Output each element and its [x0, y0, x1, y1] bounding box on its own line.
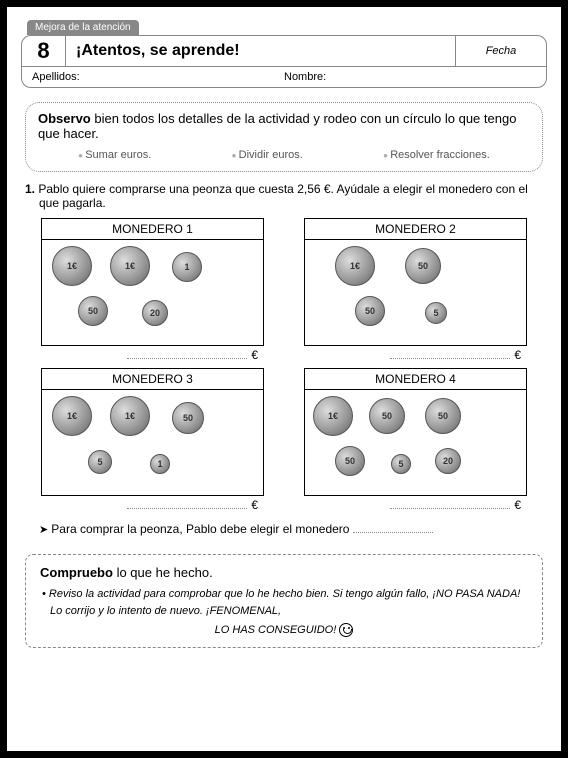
q1-text: Pablo quiere comprarse una peonza que cu…	[35, 182, 528, 210]
coin-icon: 50	[78, 296, 108, 326]
coin-icon: 50	[405, 248, 441, 284]
coin-icon: 50	[335, 446, 365, 476]
coin-icon: 50	[355, 296, 385, 326]
coins-area: 1€ 1€ 1 50 20	[42, 240, 263, 340]
euro-blank[interactable]	[127, 349, 247, 359]
coin-icon: 5	[425, 302, 447, 324]
final-text: LO HAS CONSEGUIDO!	[215, 624, 337, 636]
answer-blank[interactable]	[353, 525, 433, 533]
observo-box: Observo bien todos los detalles de la ac…	[25, 102, 543, 172]
date-label: Fecha	[456, 36, 546, 66]
euro-answer-line: €	[41, 346, 264, 362]
coin-icon: 1€	[313, 396, 353, 436]
coin-icon: 5	[391, 454, 411, 474]
euro-symbol: €	[251, 498, 258, 512]
compruebo-bullet: Reviso la actividad para comprobar que l…	[50, 586, 528, 619]
compruebo-final: LO HAS CONSEGUIDO!	[40, 623, 528, 637]
euro-blank[interactable]	[390, 499, 510, 509]
coin-icon: 1	[172, 252, 202, 282]
surname-label: Apellidos:	[32, 71, 284, 83]
coins-area: 1€ 1€ 50 5 1	[42, 390, 263, 490]
opt-fracciones[interactable]: Resolver fracciones.	[383, 149, 490, 161]
monedero-title: MONEDERO 4	[305, 369, 526, 390]
monedero-4[interactable]: MONEDERO 41€505050520€	[304, 368, 527, 512]
observo-lead: Observo	[38, 111, 91, 126]
euro-blank[interactable]	[127, 499, 247, 509]
compruebo-lead: Compruebo	[40, 565, 113, 580]
coin-icon: 5	[88, 450, 112, 474]
compruebo-leadtext: lo que he hecho.	[113, 565, 213, 580]
coin-icon: 50	[369, 398, 405, 434]
opt-dividir[interactable]: Dividir euros.	[232, 149, 303, 161]
answer-text: Para comprar la peonza, Pablo debe elegi…	[51, 522, 353, 536]
coin-icon: 20	[142, 300, 168, 326]
euro-answer-line: €	[41, 496, 264, 512]
euro-answer-line: €	[304, 496, 527, 512]
opt-sumar[interactable]: Sumar euros.	[78, 149, 151, 161]
monedero-title: MONEDERO 3	[42, 369, 263, 390]
coin-icon: 1€	[52, 396, 92, 436]
euro-symbol: €	[251, 348, 258, 362]
coin-icon: 50	[172, 402, 204, 434]
monedero-1[interactable]: MONEDERO 1 1€ 1€ 1 50 20 €	[41, 218, 264, 362]
coin-icon: 1	[150, 454, 170, 474]
coin-icon: 20	[435, 448, 461, 474]
euro-symbol: €	[514, 348, 521, 362]
exercise-title: ¡Atentos, se aprende!	[66, 36, 456, 66]
monedero-grid: MONEDERO 11€1€15020€MONEDERO 21€50505€MO…	[41, 218, 527, 512]
euro-symbol: €	[514, 498, 521, 512]
coin-icon: 50	[425, 398, 461, 434]
monedero-title: MONEDERO 1	[42, 219, 263, 240]
name-label: Nombre:	[284, 71, 536, 83]
monedero-2[interactable]: MONEDERO 2 1€ 50 50 5 €	[304, 218, 527, 362]
q1-number: 1.	[25, 182, 35, 196]
coins-area: 1€505050520	[305, 390, 526, 490]
observo-body: bien todos los detalles de la actividad …	[38, 111, 516, 141]
answer-line: Para comprar la peonza, Pablo debe elegi…	[39, 522, 543, 536]
coin-icon: 1€	[52, 246, 92, 286]
section-tab: Mejora de la atención	[27, 20, 139, 35]
header-box: 8 ¡Atentos, se aprende! Fecha Apellidos:…	[21, 35, 547, 88]
coin-icon: 1€	[110, 246, 150, 286]
monedero-3[interactable]: MONEDERO 31€1€5051€	[41, 368, 264, 512]
exercise-number: 8	[22, 36, 66, 66]
euro-answer-line: €	[304, 346, 527, 362]
monedero-title: MONEDERO 2	[305, 219, 526, 240]
coin-icon: 1€	[335, 246, 375, 286]
observo-text: Observo bien todos los detalles de la ac…	[38, 111, 530, 141]
observo-options: Sumar euros. Dividir euros. Resolver fra…	[38, 149, 530, 161]
smiley-icon	[339, 623, 353, 637]
coin-icon: 1€	[110, 396, 150, 436]
coins-area: 1€ 50 50 5	[305, 240, 526, 340]
euro-blank[interactable]	[390, 349, 510, 359]
question-1: 1. Pablo quiere comprarse una peonza que…	[39, 182, 543, 210]
compruebo-title: Compruebo lo que he hecho.	[40, 565, 528, 580]
compruebo-box: Compruebo lo que he hecho. Reviso la act…	[25, 554, 543, 648]
worksheet-page: Mejora de la atención 8 ¡Atentos, se apr…	[0, 0, 568, 758]
